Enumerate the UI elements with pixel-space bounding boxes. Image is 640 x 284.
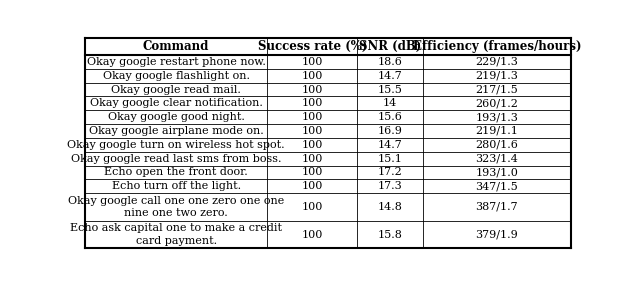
Text: 100: 100 [301, 98, 323, 108]
Text: Okay google flashlight on.: Okay google flashlight on. [102, 71, 250, 81]
Text: Success rate (%): Success rate (%) [257, 40, 367, 53]
Text: 100: 100 [301, 202, 323, 212]
Text: 14.8: 14.8 [378, 202, 403, 212]
Text: 100: 100 [301, 57, 323, 67]
Text: SNR (dB): SNR (dB) [359, 40, 421, 53]
Text: Echo turn off the light.: Echo turn off the light. [111, 181, 241, 191]
Text: 14.7: 14.7 [378, 71, 403, 81]
Text: Okay google read mail.: Okay google read mail. [111, 85, 241, 95]
Text: Echo ask capital one to make a credit
card payment.: Echo ask capital one to make a credit ca… [70, 224, 282, 246]
Text: 100: 100 [301, 112, 323, 122]
Text: 217/1.5: 217/1.5 [476, 85, 518, 95]
Text: 16.9: 16.9 [378, 126, 403, 136]
Text: Okay google read last sms from boss.: Okay google read last sms from boss. [71, 154, 282, 164]
Text: Okay google turn on wireless hot spot.: Okay google turn on wireless hot spot. [67, 140, 285, 150]
Text: 100: 100 [301, 229, 323, 240]
Text: 15.8: 15.8 [378, 229, 403, 240]
Text: 280/1.6: 280/1.6 [476, 140, 518, 150]
Text: 323/1.4: 323/1.4 [476, 154, 518, 164]
Text: 15.6: 15.6 [378, 112, 403, 122]
Text: 18.6: 18.6 [378, 57, 403, 67]
Text: 17.2: 17.2 [378, 168, 403, 178]
Text: 100: 100 [301, 71, 323, 81]
Text: Efficiency (frames/hours): Efficiency (frames/hours) [413, 40, 581, 53]
Text: 100: 100 [301, 181, 323, 191]
Text: 219/1.1: 219/1.1 [476, 126, 518, 136]
Text: 229/1.3: 229/1.3 [476, 57, 518, 67]
Text: Okay google clear notification.: Okay google clear notification. [90, 98, 262, 108]
Text: 100: 100 [301, 168, 323, 178]
Text: 14: 14 [383, 98, 397, 108]
Text: 193/1.0: 193/1.0 [476, 168, 518, 178]
Text: 15.1: 15.1 [378, 154, 403, 164]
Text: Okay google restart phone now.: Okay google restart phone now. [86, 57, 266, 67]
Text: 387/1.7: 387/1.7 [476, 202, 518, 212]
Text: 17.3: 17.3 [378, 181, 403, 191]
Text: 100: 100 [301, 126, 323, 136]
Text: Okay google good night.: Okay google good night. [108, 112, 244, 122]
Text: 219/1.3: 219/1.3 [476, 71, 518, 81]
Text: 260/1.2: 260/1.2 [476, 98, 518, 108]
Text: Command: Command [143, 40, 209, 53]
Text: Okay google call one one zero one one
nine one two zero.: Okay google call one one zero one one ni… [68, 196, 284, 218]
Text: 347/1.5: 347/1.5 [476, 181, 518, 191]
Text: 15.5: 15.5 [378, 85, 403, 95]
Text: 14.7: 14.7 [378, 140, 403, 150]
Text: 100: 100 [301, 85, 323, 95]
Text: 193/1.3: 193/1.3 [476, 112, 518, 122]
Text: 100: 100 [301, 140, 323, 150]
Text: Okay google airplane mode on.: Okay google airplane mode on. [89, 126, 264, 136]
Text: 379/1.9: 379/1.9 [476, 229, 518, 240]
Text: Echo open the front door.: Echo open the front door. [104, 168, 248, 178]
Text: 100: 100 [301, 154, 323, 164]
